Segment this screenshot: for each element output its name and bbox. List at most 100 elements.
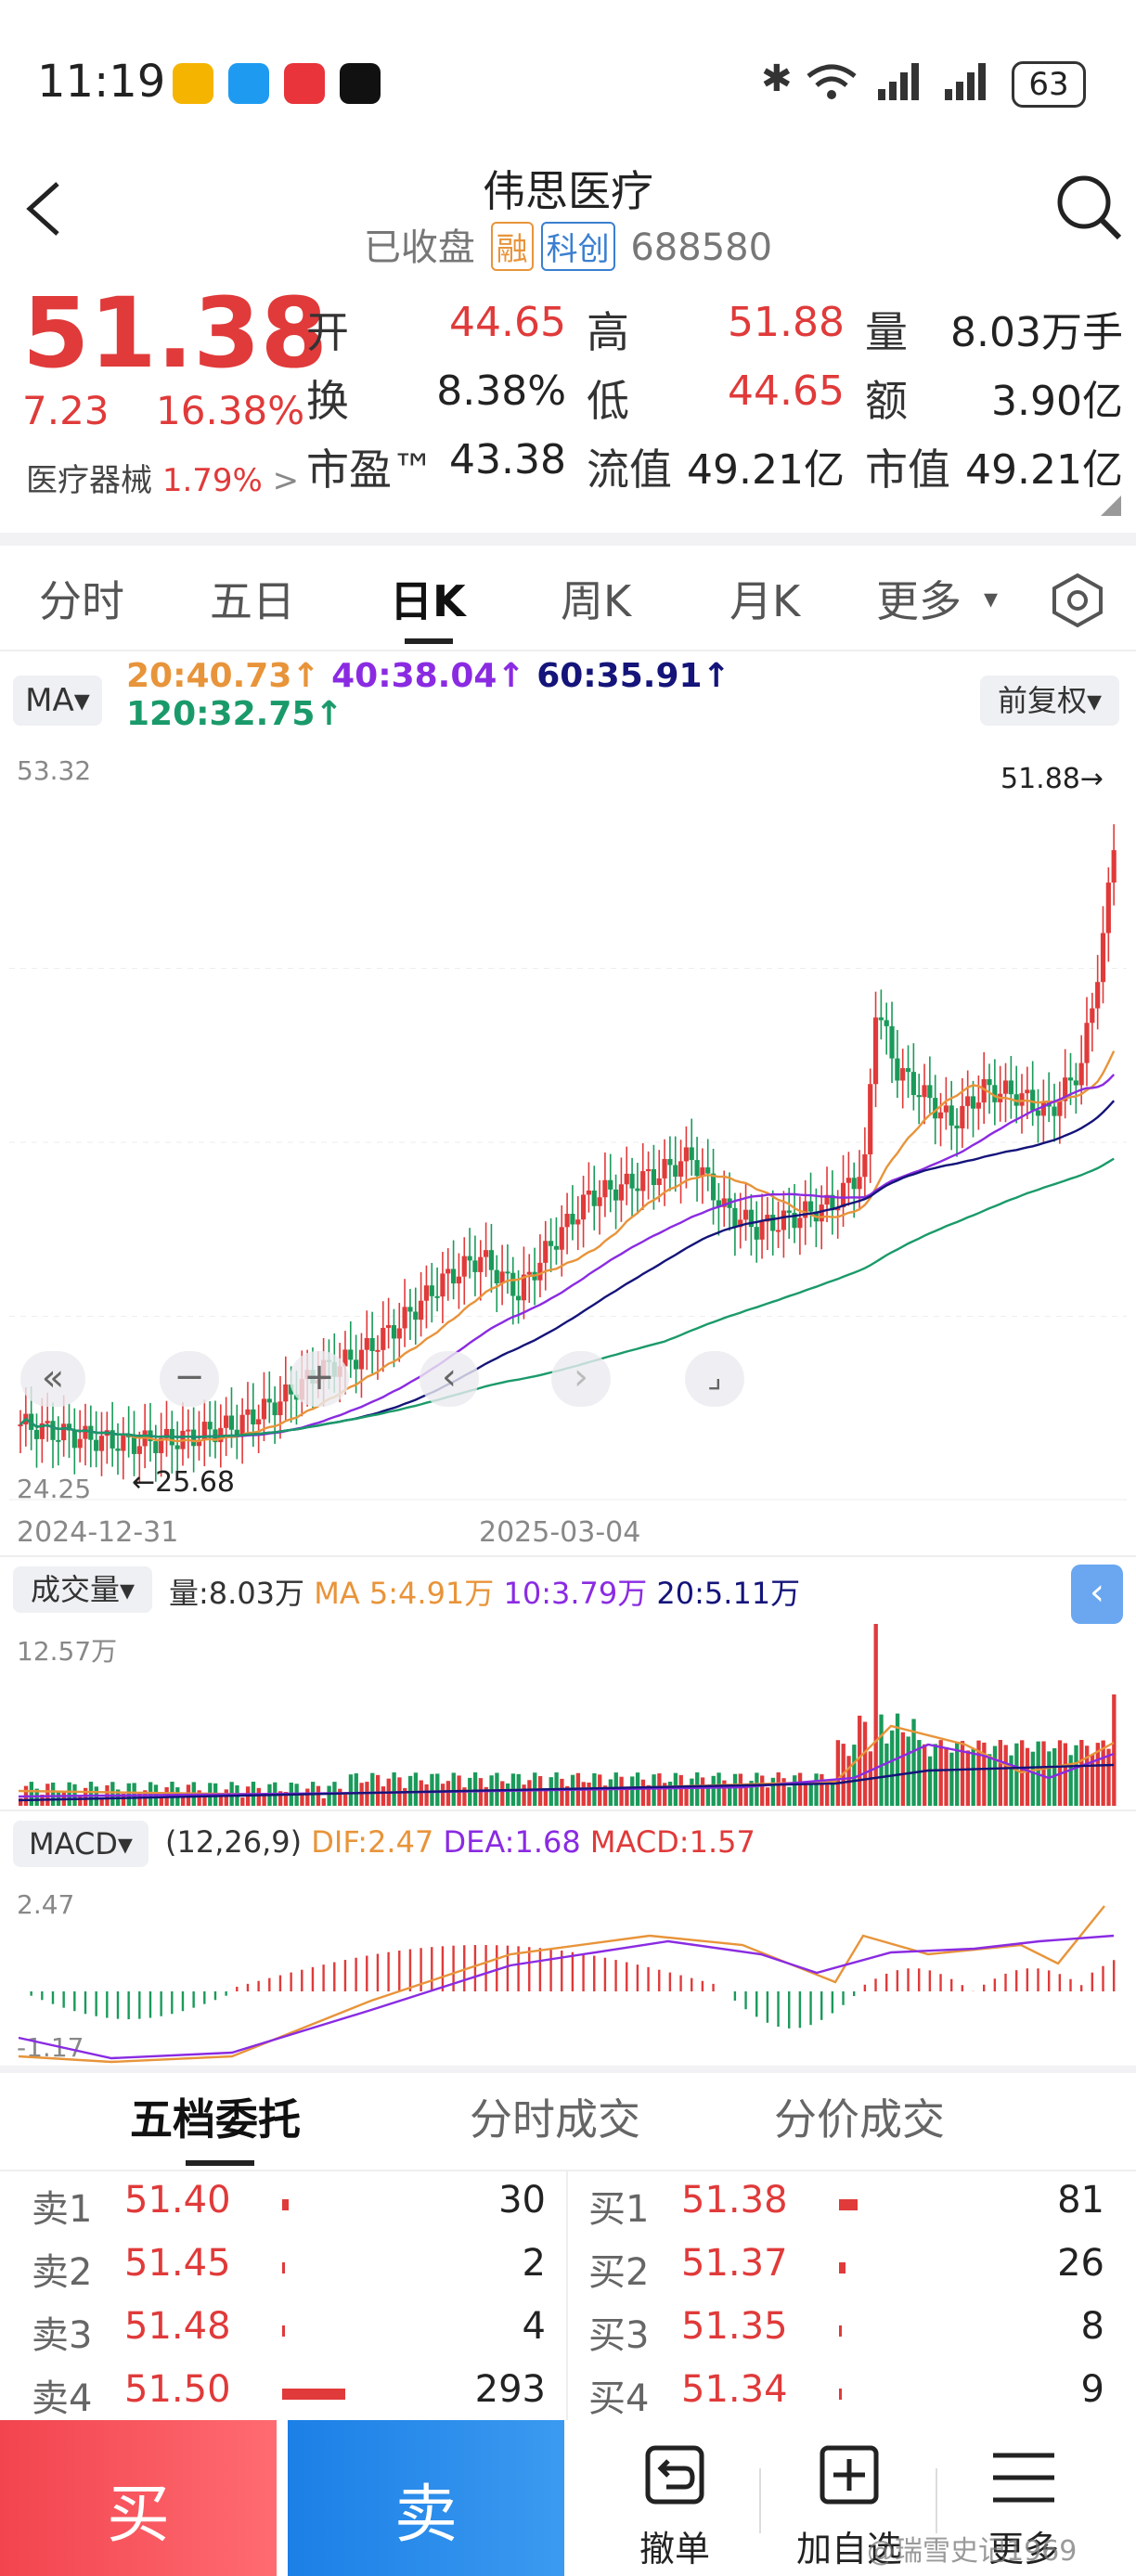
candle-body [667, 1158, 673, 1166]
volume-bar [933, 1744, 938, 1806]
volume-bar [407, 1775, 413, 1806]
candle-body [261, 1398, 267, 1420]
volume-bar [738, 1773, 743, 1806]
candle-body [700, 1167, 705, 1177]
volume-bar [445, 1781, 451, 1806]
add-watchlist-button[interactable]: 加自选 [770, 2420, 928, 2576]
candle-body [478, 1256, 484, 1272]
vol-ma20 [18, 1763, 1115, 1802]
macd-chart[interactable] [0, 1880, 1136, 2066]
candle-body [970, 1096, 976, 1109]
ma-selector[interactable]: MA▾ [13, 676, 102, 726]
candle-body [553, 1245, 560, 1250]
depth-bar [282, 2389, 345, 2400]
buys-price: 51.35 [681, 2305, 788, 2348]
y-axis-top: 53.32 [17, 755, 92, 786]
buy-button[interactable]: 买 [0, 2420, 277, 2576]
depth-bar [282, 2262, 285, 2273]
chevron-right-icon: > [272, 462, 300, 499]
candle-body [689, 1147, 694, 1161]
candle-body [521, 1274, 527, 1301]
tab-3[interactable]: 周K [561, 576, 632, 626]
scroll-right-icon[interactable]: › [551, 1351, 611, 1407]
volume-bar [873, 1624, 878, 1806]
scroll-left-icon[interactable]: ‹ [420, 1351, 479, 1407]
volume-bar [121, 1793, 126, 1806]
volume-chart[interactable] [0, 1624, 1136, 1810]
settings-hex-icon[interactable] [1049, 572, 1106, 629]
sells-price: 51.40 [124, 2179, 231, 2222]
candle-body [635, 1188, 640, 1191]
candle-body [440, 1273, 445, 1297]
depth-bar [839, 2199, 858, 2210]
volume-bar [484, 1786, 488, 1806]
candle-body [1030, 1089, 1036, 1111]
volume-bar [781, 1778, 786, 1806]
industry[interactable]: 医疗器械 1.79% > [26, 462, 300, 499]
adjust-selector[interactable]: 前复权▾ [980, 676, 1119, 726]
tab-5[interactable]: 更多 [876, 576, 962, 626]
candle-body [797, 1217, 803, 1229]
buys-label: 买4 [588, 2377, 650, 2420]
depth-bar [282, 2199, 289, 2210]
ob-tab-1[interactable]: 分时成交 [470, 2094, 640, 2145]
macd-selector[interactable]: MACD▾ [13, 1821, 148, 1867]
candle-body [515, 1295, 522, 1301]
weibo-icon [173, 63, 213, 104]
sells-label: 卖2 [32, 2251, 93, 2294]
tab-0[interactable]: 分时 [39, 576, 124, 626]
sell-button[interactable]: 卖 [288, 2420, 564, 2576]
candle-body [45, 1421, 50, 1423]
search-icon[interactable] [1054, 173, 1125, 243]
volume-bar [673, 1772, 678, 1806]
candle-body [792, 1212, 797, 1229]
cancel-order-button[interactable]: 撤单 [596, 2420, 754, 2576]
add-icon [820, 2445, 879, 2505]
candle-body [174, 1445, 180, 1449]
candle-body [943, 1105, 949, 1113]
candle-body [900, 1068, 906, 1081]
kline-chart[interactable] [0, 748, 1136, 1555]
candle-body [369, 1337, 375, 1351]
candle-body [342, 1349, 348, 1367]
candle-body [754, 1227, 759, 1240]
sells-price: 51.48 [124, 2305, 231, 2348]
battery-icon: 63 [1012, 61, 1086, 108]
candle-body [992, 1085, 998, 1102]
zoom-in-icon[interactable]: + [290, 1351, 349, 1407]
candle-body [88, 1425, 94, 1440]
volume-bar [765, 1787, 770, 1806]
volume-bar [1014, 1743, 1019, 1806]
volume-bar [630, 1776, 635, 1806]
candle-body [895, 1058, 900, 1081]
ob-tab-0[interactable]: 五档委托 [130, 2094, 301, 2145]
candle-body [396, 1328, 402, 1339]
more-button[interactable]: 更多 [945, 2420, 1103, 2576]
candle-body [694, 1160, 700, 1177]
divider [0, 1555, 1136, 1557]
volume-bar [381, 1786, 386, 1806]
tab-4[interactable]: 月K [729, 576, 801, 626]
candle-body [862, 1153, 868, 1178]
scroll-left-fast-icon[interactable]: « [20, 1351, 85, 1407]
zoom-out-icon[interactable]: − [160, 1351, 219, 1407]
volume-bar [403, 1787, 407, 1806]
date-left: 2024-12-31 [17, 1516, 179, 1549]
quote-label: 市值 [865, 444, 950, 495]
candle-body [510, 1272, 516, 1296]
tab-2[interactable]: 日K [390, 576, 466, 626]
candle-body [640, 1171, 646, 1191]
volume-bar [1041, 1741, 1046, 1806]
sells-label: 卖4 [32, 2377, 93, 2420]
back-icon[interactable] [20, 176, 67, 241]
volume-selector[interactable]: 成交量▾ [13, 1566, 152, 1613]
collapse-panel-icon[interactable]: ‹ [1071, 1565, 1123, 1624]
buys-label: 买1 [588, 2188, 650, 2231]
volume-bar [722, 1780, 727, 1806]
tab-1[interactable]: 五日 [210, 576, 295, 626]
candle-body [602, 1179, 608, 1198]
fullscreen-icon[interactable]: ⌟ [685, 1351, 744, 1407]
ob-tab-2[interactable]: 分价成交 [774, 2094, 945, 2145]
volume-bar [1106, 1748, 1111, 1806]
macd-legend: (12,26,9) DIF:2.47 DEA:1.68 MACD:1.57 [165, 1824, 755, 1860]
